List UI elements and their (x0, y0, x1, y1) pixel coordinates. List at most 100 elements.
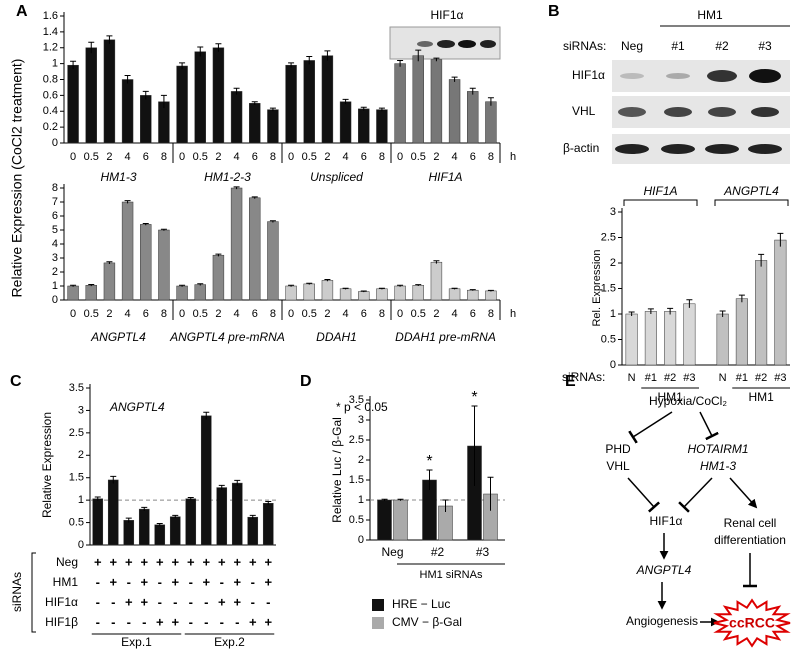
error-bar (397, 498, 404, 501)
x-tick-label: #2 (755, 372, 767, 384)
y-tick-label: 1 (52, 58, 58, 70)
condition-sign: - (127, 574, 131, 589)
error-bar (203, 411, 210, 420)
error-bar (442, 499, 449, 512)
legend-label: CMV − β-Gal (392, 615, 462, 629)
bar (774, 239, 787, 366)
condition-sign: + (249, 554, 257, 569)
bar (138, 508, 150, 546)
error-bar (124, 75, 131, 84)
condition-sign: - (142, 614, 146, 629)
bar (664, 311, 677, 366)
condition-sign: + (202, 554, 210, 569)
error-bar (378, 107, 385, 112)
x-tick-label: 6 (361, 151, 367, 163)
y-axis-label: Rel. Expression (591, 249, 603, 326)
bar (393, 499, 408, 541)
x-tick-label: 4 (343, 151, 349, 163)
group-label: Unspliced (310, 170, 363, 184)
y-tick-label: 2 (78, 449, 84, 461)
x-tick-label: 6 (143, 151, 149, 163)
node: HIF1α (650, 514, 683, 528)
condition-sign: - (111, 594, 115, 609)
error-bar (719, 310, 726, 318)
bar (121, 79, 134, 144)
y-tick-label: 1.5 (601, 282, 616, 294)
error-bar (197, 283, 204, 286)
y-axis-label: Relative Luc / β-Gal (330, 417, 344, 523)
error-bar (218, 484, 225, 490)
y-tick-label: 0.5 (349, 514, 364, 526)
x-unit: h (510, 308, 516, 320)
x-tick-label: 4 (125, 151, 131, 163)
error-bar (124, 200, 131, 204)
x-tick-label: 4 (452, 151, 458, 163)
x-tick-label: 2 (106, 151, 112, 163)
bar (267, 109, 279, 144)
condition-sign: - (220, 614, 224, 629)
bar (200, 415, 212, 546)
y-tick-label: 3 (78, 404, 84, 416)
x-tick-label: N (628, 372, 636, 384)
panel-label: E (565, 373, 576, 390)
lane-label: #2 (715, 39, 729, 53)
group-label: HIF1A (643, 184, 677, 198)
inhibit (627, 477, 661, 513)
error-bar (269, 220, 276, 223)
bar (358, 108, 370, 144)
bar (262, 503, 274, 546)
error-bar (249, 514, 256, 519)
x-tick-label: #2 (431, 545, 445, 559)
bar (121, 201, 134, 301)
bar (212, 47, 225, 144)
x-group-label: HM1 siRNAs (420, 569, 483, 581)
bar (247, 516, 259, 546)
condition-sign: - (158, 594, 162, 609)
annotation: ANGPTL4 (109, 400, 165, 414)
condition-sign: - (96, 594, 100, 609)
condition-sign: - (189, 614, 193, 629)
bar (92, 498, 104, 546)
lane-label: #1 (671, 39, 685, 53)
x-tick-label: 8 (488, 308, 494, 320)
y-tick-label: 1.2 (43, 42, 58, 54)
x-tick-label: Neg (381, 545, 403, 559)
x-tick-label: 8 (270, 308, 276, 320)
y-tick-label: 1.5 (349, 474, 364, 486)
y-tick-label: 0 (52, 137, 58, 149)
bar (430, 261, 443, 301)
y-tick-label: 1.4 (43, 26, 58, 38)
bar (430, 59, 443, 144)
x-tick-label: #1 (645, 372, 657, 384)
x-tick-label: 0.5 (411, 151, 426, 163)
y-tick-label: 1 (358, 494, 364, 506)
condition-sign: + (264, 574, 272, 589)
error-bar (288, 284, 295, 287)
lane-label: Neg (621, 39, 643, 53)
bar (158, 229, 170, 301)
condition-sign: + (171, 554, 179, 569)
legend-swatch (372, 599, 384, 611)
bar (169, 516, 181, 546)
condition-sign: + (249, 614, 257, 629)
bar (644, 311, 657, 366)
error-bar (233, 87, 240, 95)
blot-group: HM1 (697, 8, 723, 22)
node: ANGPTL4 (636, 563, 692, 577)
condition-sign: + (94, 554, 102, 569)
y-axis-label: Relative Expression (CoCl2 treatment) (9, 59, 25, 298)
condition-sign: + (109, 554, 117, 569)
x-tick-label: 4 (452, 308, 458, 320)
x-tick-label: #3 (774, 372, 786, 384)
bar (339, 288, 352, 301)
bar (285, 64, 297, 144)
burst (713, 598, 791, 648)
y-tick-label: 1 (610, 308, 616, 320)
error-bar (451, 76, 458, 82)
bar (755, 260, 768, 366)
node: ccRCC (729, 615, 775, 631)
bar (249, 103, 261, 144)
bar (412, 285, 424, 301)
bar (303, 60, 315, 144)
